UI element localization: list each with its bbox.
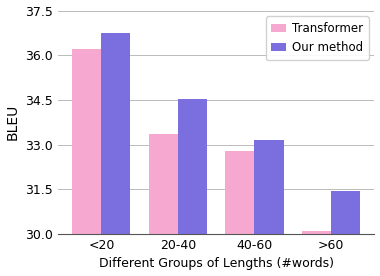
- Bar: [302, 231, 331, 234]
- Bar: [225, 151, 255, 234]
- Bar: [72, 49, 101, 234]
- Y-axis label: BLEU: BLEU: [6, 104, 19, 140]
- Bar: [101, 33, 130, 234]
- Bar: [149, 134, 178, 234]
- Bar: [331, 191, 360, 234]
- Legend: Transformer, Our method: Transformer, Our method: [266, 17, 369, 60]
- Bar: [178, 99, 207, 234]
- Bar: [255, 140, 283, 234]
- X-axis label: Different Groups of Lengths (#words): Different Groups of Lengths (#words): [99, 258, 334, 270]
